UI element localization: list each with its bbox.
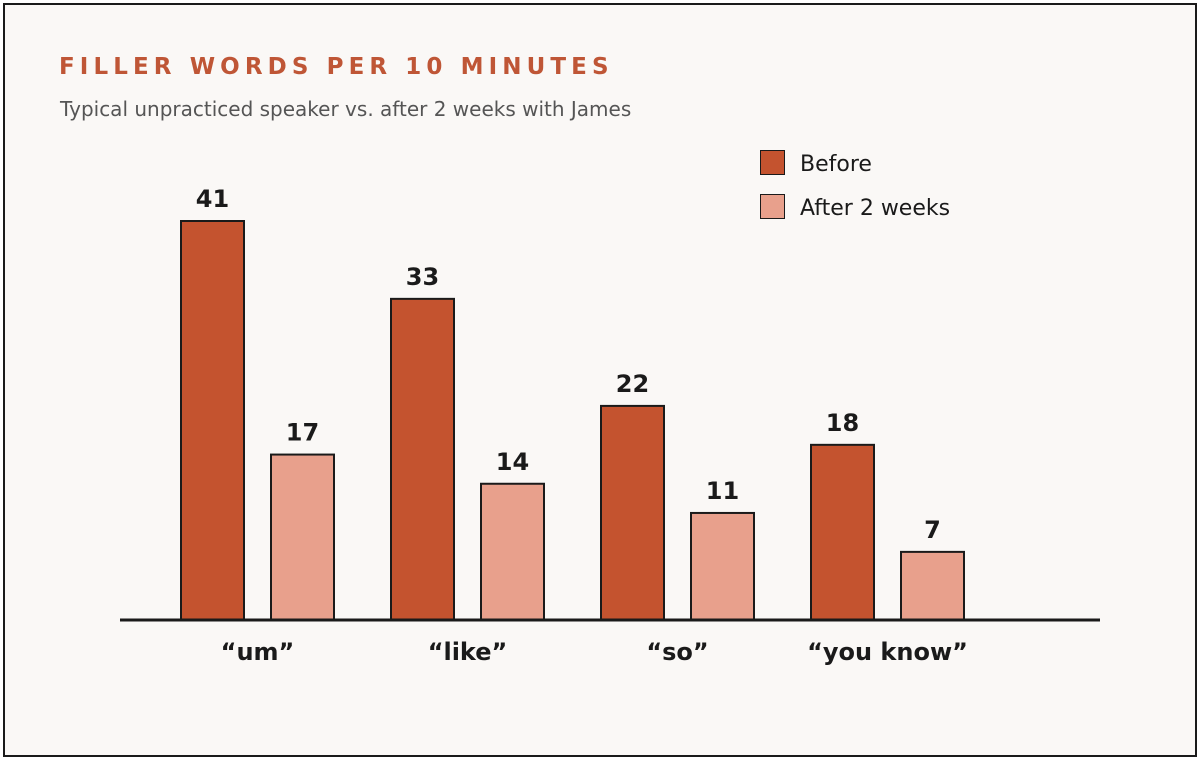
- x-tick-label-1: “um”: [221, 638, 295, 666]
- bar-after-2-weeks-3: [690, 511, 755, 622]
- data-label-after-2-weeks-3: 11: [706, 477, 739, 505]
- chart-title: FILLER WORDS PER 10 MINUTES: [59, 54, 614, 80]
- legend-label-before: Before: [800, 152, 872, 177]
- bar-before-1: [180, 220, 245, 621]
- legend-swatch-before: [760, 150, 785, 175]
- legend-swatch-after: [760, 194, 785, 219]
- data-label-after-2-weeks-1: 17: [286, 419, 319, 447]
- data-label-before-1: 41: [196, 185, 229, 213]
- bar-after-2-weeks-4: [900, 550, 965, 621]
- data-label-before-2: 33: [406, 263, 439, 291]
- data-label-after-2-weeks-4: 7: [924, 516, 941, 544]
- data-label-before-4: 18: [826, 409, 859, 437]
- bar-after-2-weeks-2: [480, 482, 545, 621]
- data-label-before-3: 22: [616, 370, 649, 398]
- x-tick-label-4: “you know”: [807, 638, 968, 666]
- bar-before-4: [810, 443, 875, 621]
- chart-subtitle: Typical unpracticed speaker vs. after 2 …: [60, 97, 632, 121]
- legend-label-after: After 2 weeks: [800, 196, 951, 221]
- bar-after-2-weeks-1: [270, 453, 335, 621]
- x-tick-label-2: “like”: [428, 638, 508, 666]
- bar-before-3: [600, 404, 665, 621]
- bar-before-2: [390, 297, 455, 621]
- data-label-after-2-weeks-2: 14: [496, 448, 529, 476]
- x-tick-label-3: “so”: [646, 638, 708, 666]
